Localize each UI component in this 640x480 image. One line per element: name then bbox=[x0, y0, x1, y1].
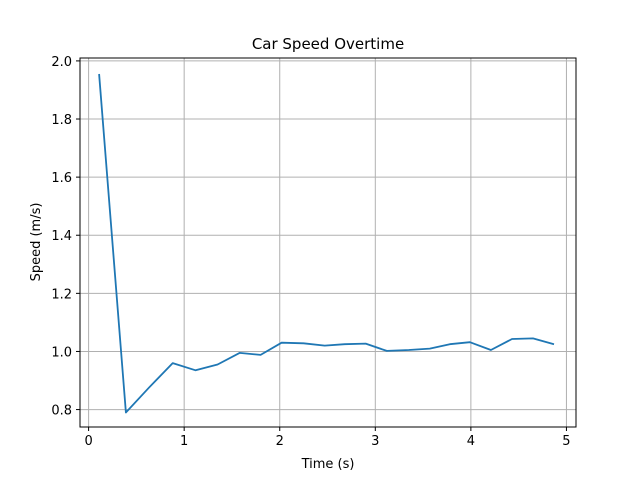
x-tick-label: 5 bbox=[562, 434, 570, 449]
y-tick-label: 1.4 bbox=[51, 229, 72, 244]
y-axis-title: Speed (m/s) bbox=[29, 203, 44, 282]
y-axis: 0.8 1.0 1.2 1.4 1.6 1.8 2.0 bbox=[51, 55, 80, 419]
x-tick-label: 2 bbox=[276, 434, 284, 449]
y-tick-label: 1.2 bbox=[51, 287, 72, 302]
x-axis-title: Time (s) bbox=[301, 457, 355, 472]
chart-title: Car Speed Overtime bbox=[252, 35, 404, 53]
plot-frame bbox=[79, 57, 577, 428]
x-axis: 0 1 2 3 4 5 bbox=[84, 427, 571, 449]
grid-lines bbox=[80, 58, 576, 427]
x-tick-label: 3 bbox=[371, 434, 379, 449]
y-tick-label: 1.0 bbox=[51, 345, 72, 360]
series-group bbox=[98, 73, 555, 414]
y-tick-label: 0.8 bbox=[51, 404, 72, 419]
y-tick-label: 1.6 bbox=[51, 171, 72, 186]
y-tick-label: 2.0 bbox=[51, 55, 72, 70]
x-tick-label: 4 bbox=[467, 434, 475, 449]
x-tick-label: 0 bbox=[84, 434, 92, 449]
series-line bbox=[98, 73, 555, 414]
x-tick-label: 1 bbox=[180, 434, 188, 449]
y-tick-label: 1.8 bbox=[51, 113, 72, 128]
